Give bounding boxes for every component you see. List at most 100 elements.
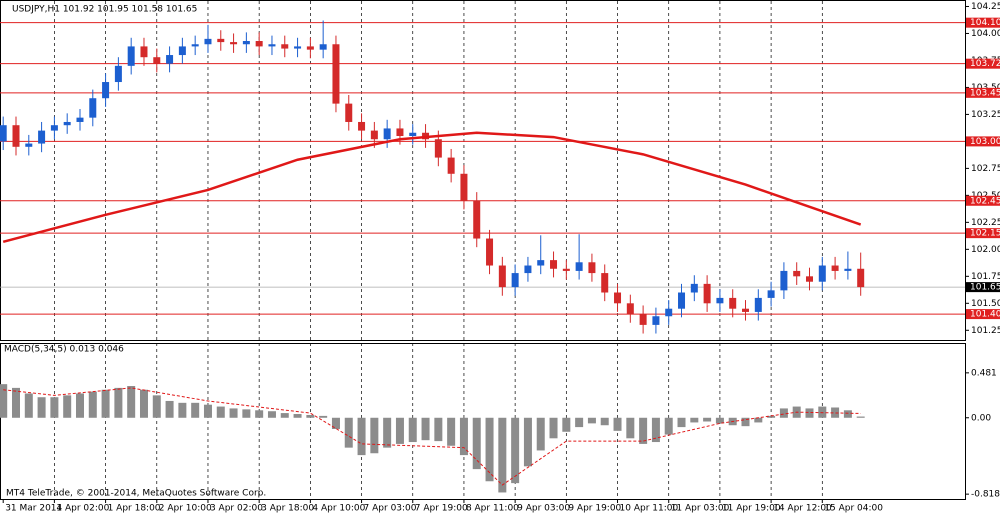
y-tick-label: 103.25	[971, 110, 1000, 120]
candle-body	[127, 46, 135, 66]
histogram-bar	[779, 408, 788, 418]
histogram-bar	[472, 417, 481, 470]
level-label: 103.72	[970, 59, 1000, 69]
histogram-bar	[754, 417, 763, 423]
candle-body	[332, 44, 340, 104]
candle-body	[729, 297, 737, 309]
candle-body	[76, 117, 84, 122]
candle-body	[242, 41, 250, 45]
histogram-bar	[523, 417, 532, 467]
candle-body	[690, 283, 698, 293]
candle-body	[306, 46, 314, 50]
histogram-bar	[549, 417, 558, 439]
histogram-bar	[357, 417, 366, 456]
last-price-label: 101.65	[970, 283, 1000, 293]
candle-body	[281, 44, 289, 49]
candle-body	[319, 44, 327, 50]
histogram-bar	[434, 417, 443, 442]
last-price-box	[966, 282, 1000, 293]
x-tick-label: 31 Mar 2014	[5, 504, 62, 514]
candle-body	[652, 316, 660, 325]
histogram-bar	[511, 417, 520, 484]
candle-body	[268, 44, 276, 47]
histogram-bar	[280, 413, 289, 418]
histogram-bar	[11, 387, 20, 418]
candle-body	[793, 270, 801, 277]
histogram-bar	[600, 417, 609, 426]
histogram-bar	[127, 386, 136, 418]
candle-body	[473, 200, 481, 239]
y-tick-label: 101.50	[971, 299, 1000, 309]
histogram-bar	[408, 417, 417, 443]
candle-body	[601, 273, 609, 293]
histogram-bar	[498, 417, 507, 493]
histogram-bar	[331, 417, 340, 429]
histogram-bar	[152, 395, 161, 418]
candle-body	[25, 143, 33, 147]
level-label: 102.45	[970, 196, 1000, 206]
x-tick-label: 3 Apr 18:00	[261, 504, 314, 514]
level-label-box	[966, 58, 1000, 69]
histogram-bar	[575, 417, 584, 428]
candle-body	[665, 308, 673, 317]
candle-body	[844, 268, 852, 271]
histogram-bar	[216, 406, 225, 418]
histogram-bar	[293, 414, 302, 418]
histogram-bar	[319, 415, 328, 418]
histogram-bar	[139, 389, 148, 418]
macd-title: MACD(5,34,5) 0.013 0.046	[4, 345, 124, 355]
moving-average	[2, 131, 862, 243]
histogram-bar	[178, 402, 187, 418]
x-tick-label: 8 Apr 11:00	[466, 504, 519, 514]
candle-body	[434, 139, 442, 158]
y-tick-label: 104.25	[971, 2, 1000, 12]
candle-body	[114, 65, 122, 83]
level-label: 103.45	[970, 88, 1000, 98]
candle-body	[217, 38, 225, 43]
y-tick-label: 102.75	[971, 164, 1000, 174]
candle-body	[204, 38, 212, 45]
histogram-bar	[664, 417, 673, 435]
candle-body	[614, 292, 622, 304]
signal-line	[3, 387, 861, 486]
histogram-bar	[383, 417, 392, 448]
x-tick-label: 15 Apr 04:00	[824, 504, 883, 514]
chart-title: USDJPY,H1 101.92 101.95 101.58 101.65	[12, 5, 197, 15]
histogram-bar	[626, 417, 635, 439]
y-tick-label: 102.25	[971, 218, 1000, 228]
histogram-bar	[741, 417, 750, 427]
histogram-bar	[37, 397, 46, 418]
histogram-bar	[88, 391, 97, 418]
y-tick-label: 101.75	[971, 272, 1000, 282]
candle-body	[447, 157, 455, 174]
histogram-bar	[447, 417, 456, 446]
candle-body	[12, 125, 20, 147]
y-tick-label: 102.00	[971, 245, 1000, 255]
level-label-box	[966, 136, 1000, 147]
level-label-box	[966, 87, 1000, 98]
candle-body	[524, 265, 532, 274]
histogram-bar	[63, 395, 72, 418]
histogram-bar	[0, 384, 8, 418]
histogram-bar	[203, 404, 212, 418]
candle-body	[460, 173, 468, 201]
histogram-bar	[639, 417, 648, 444]
histogram-bar	[677, 417, 686, 428]
y-tick-label: -0.818	[971, 490, 1000, 500]
candle-body	[742, 308, 750, 312]
x-tick-label: 1 Apr 18:00	[108, 504, 161, 514]
x-tick-label: 1 Apr 02:00	[56, 504, 109, 514]
histogram-bar	[344, 417, 353, 448]
histogram-bar	[843, 410, 852, 418]
level-label: 101.40	[970, 310, 1000, 320]
x-tick-label: 3 Apr 02:00	[210, 504, 263, 514]
histogram-bar	[715, 417, 724, 424]
candle-body	[805, 276, 813, 282]
histogram-bar	[101, 389, 110, 418]
candle-body	[358, 121, 366, 131]
candle-body	[166, 55, 174, 64]
candle-body	[140, 46, 148, 58]
histogram-bar	[690, 417, 699, 423]
candle-body	[703, 283, 711, 304]
